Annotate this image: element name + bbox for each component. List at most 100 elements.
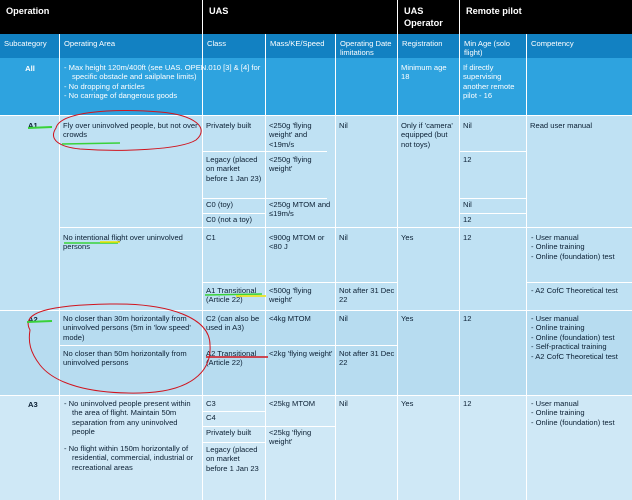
all-area-item: No dropping of articles — [69, 82, 263, 91]
grid-divider — [203, 411, 266, 412]
a2-date-1: Nil — [336, 310, 398, 345]
grid-divider — [60, 345, 398, 346]
a1-min-age-3: 12 — [460, 213, 527, 227]
a1-mass-4: <900g MTOM or <80 J — [266, 227, 336, 282]
competency-item: User manual — [536, 399, 629, 408]
subheader-min-age: Min Age (solo flight) — [460, 34, 527, 58]
grid-divider — [460, 213, 527, 214]
grid-divider — [459, 0, 460, 500]
a2-class-2: A2 Transitional (Article 22) — [203, 345, 266, 395]
competency-item: User manual — [536, 314, 629, 323]
a1-min-age-1: 12 — [460, 151, 527, 198]
a1-class-1: Legacy (placed on market before 1 Jan 23… — [203, 151, 266, 198]
competency-item: Online training — [536, 323, 629, 332]
a1-class-5: A1 Transitional (Article 22) — [203, 282, 266, 310]
a1-min-age-4: 12 — [460, 227, 527, 310]
grid-divider — [460, 151, 527, 152]
grid-divider — [527, 282, 632, 283]
grid-divider — [203, 442, 266, 443]
all-blank-mass — [266, 58, 398, 115]
header-remote-pilot: Remote pilot — [460, 0, 632, 34]
all-blank-competency — [527, 58, 632, 115]
a3-mass-2: <25kg 'flying weight' — [266, 426, 336, 500]
competency-item: Online (foundation) test — [536, 252, 629, 261]
a1-min-age-0: Nil — [460, 115, 527, 151]
subheader-operating-area: Operating Area — [60, 34, 203, 58]
a1-date-2: Nil — [336, 227, 398, 282]
subheader-registration: Registration — [398, 34, 460, 58]
grid-divider — [265, 34, 266, 500]
subheader-competency: Competency — [527, 34, 632, 58]
a1-date-3: Not after 31 Dec 22 — [336, 282, 398, 310]
grid-divider — [0, 310, 632, 311]
all-registration: Minimum age 18 — [398, 58, 460, 115]
a1-area-1: Fly over uninvolved people, but not over… — [60, 115, 203, 227]
header-uas: UAS — [203, 0, 398, 34]
a1-competency-1: Read user manual — [527, 115, 632, 227]
grid-divider — [203, 198, 327, 199]
all-area-item: Max height 120m/400ft (see UAS. OPEN.010… — [69, 63, 263, 82]
a2-class-1: C2 (can also be used in A3) — [203, 310, 266, 345]
subheader-subcategory: Subcategory — [0, 34, 60, 58]
competency-item: A2 CofC Theoretical test — [535, 352, 629, 361]
a2-registration: Yes — [398, 310, 460, 395]
header-uas-operator: UAS Operator — [398, 0, 460, 34]
a2-date-2: Not after 31 Dec 22 — [336, 345, 398, 395]
a2-subcategory: A2 — [0, 310, 60, 395]
a1-competency-3: A2 CofC Theoretical test — [527, 282, 632, 310]
a2-area-1: No closer than 30m horizontally from uni… — [60, 310, 203, 345]
a1-mass-1: <250g 'flying weight' — [266, 151, 336, 198]
a1-competency-2: User manual Online training Online (foun… — [527, 227, 632, 282]
competency-item: Online training — [536, 408, 629, 417]
all-min-age: If directly supervising another remote p… — [460, 58, 527, 115]
a1-class-3: C0 (not a toy) — [203, 213, 266, 227]
grid-divider — [526, 34, 527, 500]
grid-divider — [460, 198, 527, 199]
a3-competency: User manual Online training Online (foun… — [527, 395, 632, 500]
a1-class-4: C1 — [203, 227, 266, 282]
a1-min-age-2: Nil — [460, 198, 527, 213]
grid-divider — [203, 426, 336, 427]
a3-date: Nil — [336, 395, 398, 500]
a2-min-age: 12 — [460, 310, 527, 395]
grid-divider — [397, 0, 398, 500]
a1-registration-1: Only if 'camera' equipped (but not toys) — [398, 115, 460, 227]
competency-item: User manual — [536, 233, 629, 242]
a3-min-age: 12 — [460, 395, 527, 500]
a3-registration: Yes — [398, 395, 460, 500]
all-area-item: No carriage of dangerous goods — [69, 91, 263, 100]
a3-area-item: No uninvolved people present within the … — [69, 399, 200, 437]
competency-item: Self-practical training — [536, 342, 629, 351]
a3-class-0: C3 — [203, 395, 266, 411]
grid-divider — [203, 213, 266, 214]
a1-registration-2: Yes — [398, 227, 460, 310]
competency-item: Online (foundation) test — [536, 418, 629, 427]
a1-mass-2: <250g MTOM and ≤19m/s — [266, 198, 336, 227]
all-operating-area: Max height 120m/400ft (see UAS. OPEN.010… — [60, 58, 266, 115]
subheader-operating-date: Operating Date limitations — [336, 34, 398, 58]
grid-divider — [60, 227, 632, 228]
a1-area-2: No intentional flight over uninvolved pe… — [60, 227, 203, 310]
a3-class-1: C4 — [203, 411, 266, 426]
a1-subcategory: A1 — [0, 115, 60, 310]
a3-class-3: Legacy (placed on market before 1 Jan 23 — [203, 442, 266, 500]
a1-mass-0: <250g 'flying weight' and <19m/s — [266, 115, 336, 151]
a1-class-0: Privately built — [203, 115, 266, 151]
a3-subcategory: A3 — [0, 395, 60, 500]
grid-divider — [335, 34, 336, 500]
grid-divider — [0, 115, 632, 116]
header-operation: Operation — [0, 0, 203, 34]
grid-divider — [59, 34, 60, 500]
a3-mass-1: <25kg MTOM — [266, 395, 336, 426]
a2-area-2: No closer than 50m horizontally from uni… — [60, 345, 203, 395]
a2-mass-1: <4kg MTOM — [266, 310, 336, 345]
competency-item: Online (foundation) test — [536, 333, 629, 342]
grid-divider — [0, 395, 632, 396]
a1-class-2: C0 (toy) — [203, 198, 266, 213]
grid-divider — [202, 0, 203, 500]
all-subcategory: All — [0, 58, 60, 115]
a1-mass-5: <500g 'flying weight' — [266, 282, 336, 310]
subheader-class: Class — [203, 34, 266, 58]
grid-divider — [203, 151, 327, 152]
grid-divider — [203, 282, 398, 283]
